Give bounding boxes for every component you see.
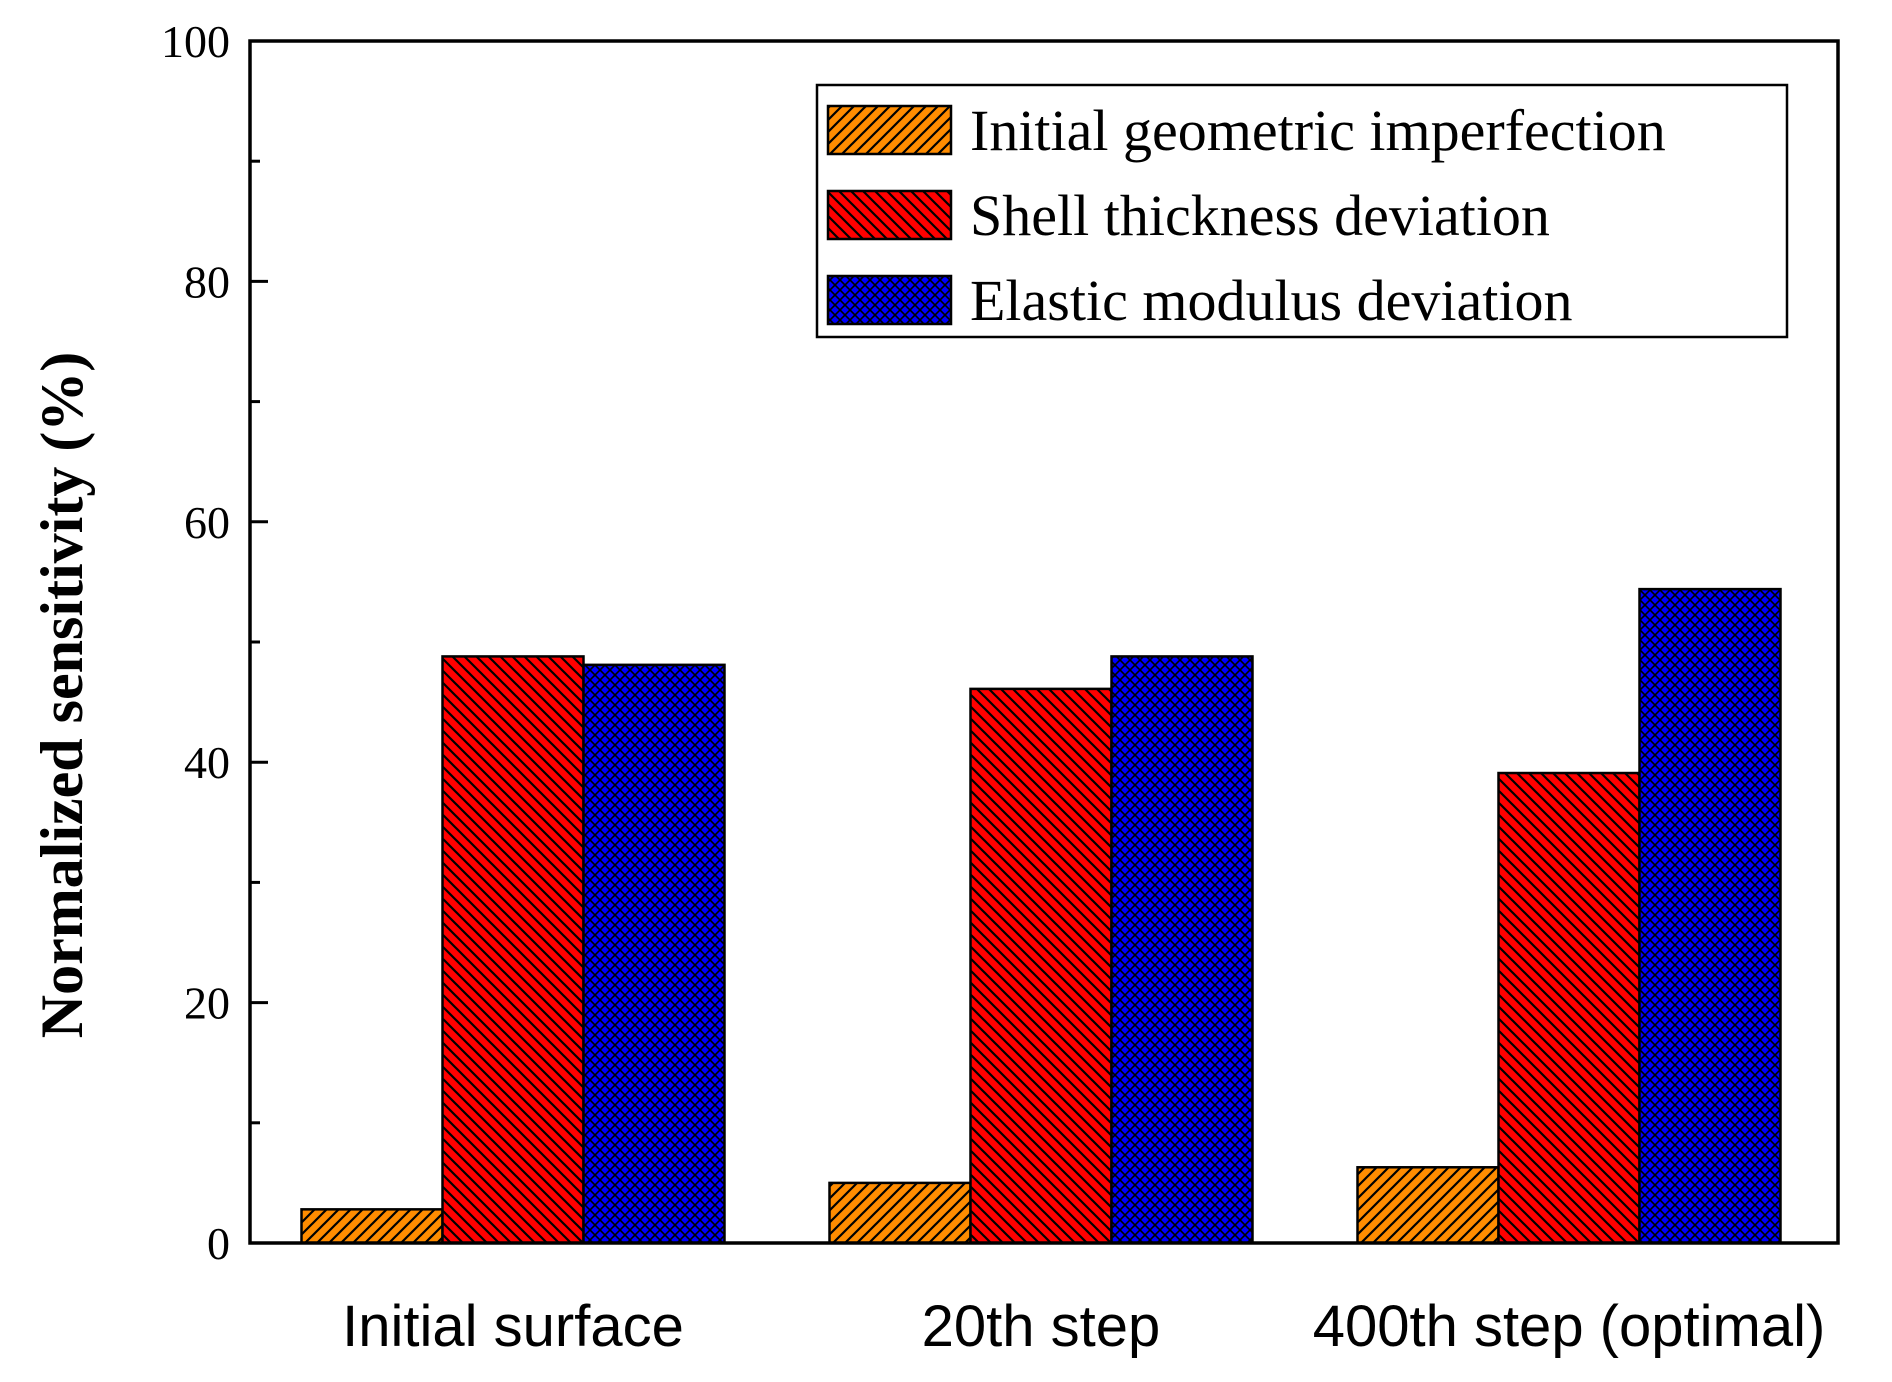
bar-elastic-modulus-deviation-0 (582, 663, 726, 1245)
legend: Initial geometric imperfection Shell thic… (815, 83, 1789, 339)
legend-label-1: Shell thickness deviation (970, 183, 1550, 248)
legend-swatch-1 (826, 189, 953, 241)
y-tick-label-20: 20 (184, 978, 230, 1029)
y-axis-label: Normalized sensitivity (%) (29, 352, 95, 1039)
legend-label-0: Initial geometric imperfection (970, 98, 1666, 163)
bar-initial-geometric-imperfection-1 (828, 1181, 972, 1245)
y-tick-label-0: 0 (207, 1218, 230, 1269)
bar-initial-geometric-imperfection-2 (1356, 1166, 1500, 1245)
bar-elastic-modulus-deviation-2 (1638, 587, 1782, 1245)
y-tick-label-40: 40 (184, 737, 230, 788)
bar-shell-thickness-deviation-0 (441, 655, 585, 1245)
x-tick-label-0: Initial surface (342, 1294, 684, 1359)
y-tick-label-60: 60 (184, 497, 230, 548)
bar-elastic-modulus-deviation-1 (1110, 655, 1254, 1245)
y-axis-ticks: 0 20 40 60 80 100 (161, 16, 268, 1269)
bar-shell-thickness-deviation-2 (1497, 771, 1641, 1245)
legend-swatch-0 (826, 104, 953, 156)
bars (300, 587, 1782, 1245)
x-tick-label-2: 400th step (optimal) (1313, 1294, 1826, 1359)
legend-swatch-2 (826, 274, 953, 326)
legend-box (815, 83, 1789, 339)
x-tick-label-1: 20th step (922, 1294, 1161, 1359)
x-axis-tick-labels: Initial surface 20th step 400th step (opti… (342, 1294, 1825, 1359)
bar-shell-thickness-deviation-1 (969, 687, 1113, 1245)
legend-label-2: Elastic modulus deviation (970, 268, 1572, 333)
y-tick-label-80: 80 (184, 256, 230, 307)
y-tick-label-100: 100 (161, 16, 230, 67)
bar-initial-geometric-imperfection-0 (300, 1208, 444, 1245)
